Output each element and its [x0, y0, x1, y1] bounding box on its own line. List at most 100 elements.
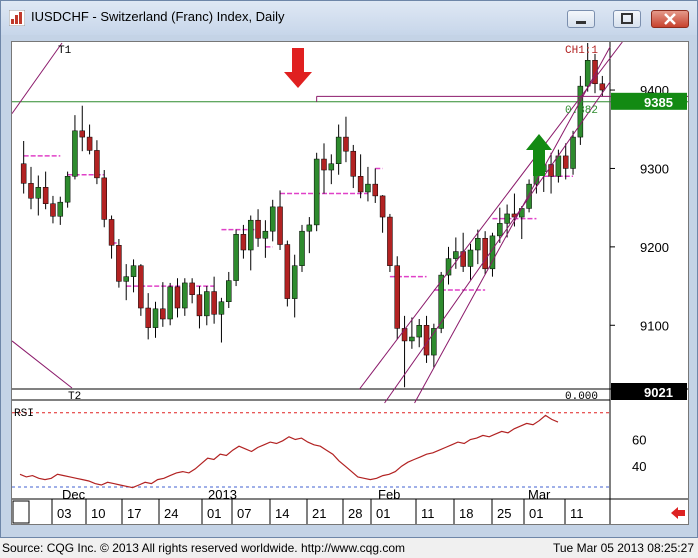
month-label: 2013	[208, 487, 237, 502]
candle-body-up	[262, 230, 269, 239]
candle	[445, 246, 452, 285]
candle-body-down	[211, 291, 217, 315]
candle	[160, 282, 166, 327]
candle	[189, 278, 195, 304]
window-title: IUSDCHF - Switzerland (Franc) Index, Dai…	[31, 9, 285, 24]
month-label: Dec	[62, 487, 86, 502]
time-tick-label: 21	[312, 506, 326, 521]
candle-body-up	[35, 187, 42, 199]
candle-body-up	[306, 224, 313, 232]
maximize-icon	[621, 13, 633, 24]
candle-body-down	[94, 150, 100, 179]
candle	[218, 297, 225, 343]
candle-body-down	[160, 308, 166, 320]
candle-body-down	[196, 294, 203, 317]
t1-trend-line	[12, 42, 63, 114]
candle-body-down	[343, 136, 349, 152]
candle-body-up	[431, 328, 437, 356]
candle	[196, 286, 203, 329]
minimize-button[interactable]	[567, 10, 595, 28]
candle	[94, 140, 100, 185]
candle-body-up	[504, 213, 510, 224]
candle	[167, 282, 173, 326]
candle-body-up	[233, 234, 239, 281]
month-label: Feb	[378, 487, 400, 502]
candle-body-down	[42, 187, 49, 204]
candle	[416, 319, 422, 348]
candle	[262, 220, 269, 258]
candle	[562, 143, 569, 180]
fib-ratio-label: 0.382	[565, 105, 598, 117]
candle-body-up	[577, 85, 584, 138]
grid-layer	[12, 42, 688, 524]
minimize-icon	[576, 21, 586, 24]
candle	[357, 154, 364, 199]
candle	[64, 171, 71, 208]
candle-body-down	[401, 328, 408, 342]
candle-body-down	[372, 183, 379, 197]
candle-body-down	[189, 282, 195, 295]
candle	[138, 264, 144, 316]
candle-body-down	[394, 265, 400, 329]
candle-body-up	[328, 163, 335, 171]
candle	[86, 124, 93, 155]
candle-body-down	[379, 195, 386, 218]
candle	[130, 259, 137, 293]
low-price-label: 9021	[644, 385, 673, 400]
price-tick-label: 9100	[640, 318, 669, 333]
chart-area[interactable]: T1 T2 CH1:1 0.382 0.000 RSI 60 40 9400 9300 9200…	[11, 41, 689, 525]
candle	[182, 278, 188, 316]
candle-body-up	[555, 155, 562, 177]
price-tick-label: 9300	[640, 161, 669, 176]
candle	[504, 204, 510, 238]
candle	[555, 149, 562, 183]
candle	[343, 116, 349, 163]
candle	[577, 75, 584, 145]
candle	[28, 166, 34, 210]
price-tick-label: 9200	[640, 240, 669, 255]
close-button[interactable]	[651, 10, 689, 28]
candle	[387, 213, 393, 272]
candle	[277, 190, 283, 250]
rsi-tick-label: 60	[632, 432, 646, 447]
candle-body-down	[145, 307, 151, 328]
candle-body-down	[20, 163, 27, 184]
candle-body-up	[218, 301, 225, 315]
maximize-button[interactable]	[613, 10, 641, 28]
candle	[79, 105, 86, 152]
candle	[409, 317, 415, 349]
candle-body-up	[438, 274, 444, 329]
candle	[372, 168, 379, 203]
candle-body-up	[497, 223, 503, 237]
candle-body-up	[182, 282, 188, 309]
candle-body-down	[350, 150, 357, 177]
candle	[335, 124, 342, 175]
candle-body-down	[101, 177, 107, 220]
candle	[431, 323, 437, 368]
candle-body-up	[570, 136, 576, 169]
candle	[116, 239, 122, 288]
candle	[72, 115, 78, 180]
candle	[20, 141, 27, 194]
candle-body-down	[240, 234, 247, 251]
candle	[482, 231, 488, 275]
candle-body-up	[130, 265, 137, 277]
candle	[211, 276, 217, 324]
low-price-tag	[611, 383, 687, 400]
candle-body-up	[226, 280, 232, 302]
time-tick-label: 01	[376, 506, 390, 521]
candle	[570, 130, 576, 175]
candle-body-up	[64, 176, 71, 203]
price-layer	[20, 43, 606, 388]
candle	[313, 152, 320, 232]
scroll-left-arrow-icon[interactable]	[669, 506, 687, 520]
candle-body-up	[453, 251, 459, 259]
time-tick-label: 25	[497, 506, 511, 521]
candle-body-up	[57, 201, 64, 217]
candle-body-down	[86, 136, 93, 151]
time-tick-label: 17	[127, 506, 141, 521]
time-tick-label: 11	[570, 506, 584, 521]
zero-ratio-label: 0.000	[565, 391, 598, 403]
